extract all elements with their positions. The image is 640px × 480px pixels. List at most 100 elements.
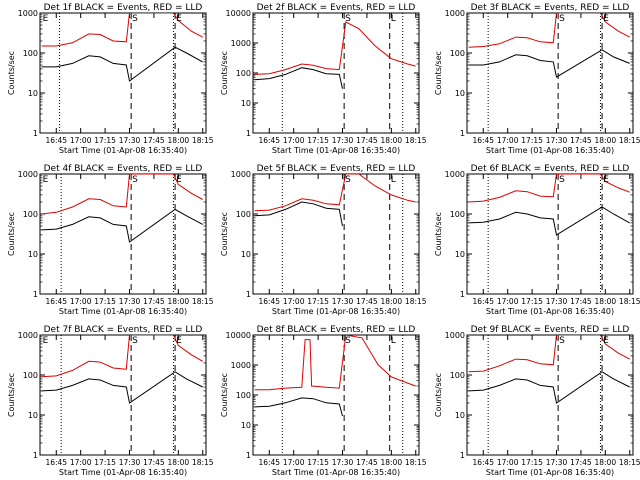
- x-tick-label: 17:30: [119, 458, 141, 467]
- lld-series-line: [468, 13, 630, 48]
- y-tick-label: 10: [241, 99, 251, 108]
- interval-marker-label: E: [603, 14, 609, 24]
- interval-marker-label: E: [43, 14, 49, 24]
- x-tick-label: 17:15: [307, 136, 329, 145]
- x-tick-label: 17:30: [332, 458, 354, 467]
- interval-marker-label: E: [176, 175, 182, 185]
- panel-title: Det 1f BLACK = Events, RED = LLD: [44, 3, 203, 13]
- detector-panel: Det 7f BLACK = Events, RED = LLD Counts/s…: [7, 325, 214, 477]
- x-tick-label: 17:00: [283, 458, 305, 467]
- y-tick-label: 1: [33, 451, 38, 460]
- plot-frame: [39, 173, 207, 295]
- x-tick-label: 16:45: [472, 458, 494, 467]
- x-tick-label: 17:30: [546, 458, 568, 467]
- lld-series-line: [468, 174, 630, 203]
- x-tick-label: 17:45: [356, 136, 378, 145]
- lld-series-line: [254, 174, 416, 212]
- x-axis-label: Start Time (01-Apr-08 16:35:40): [486, 468, 614, 477]
- x-tick-label: 17:45: [356, 458, 378, 467]
- x-axis-label: Start Time (01-Apr-08 16:35:40): [59, 468, 187, 477]
- y-tick-label: 10: [28, 89, 38, 98]
- interval-marker-label: S: [132, 336, 138, 346]
- y-tick-label: 1: [33, 290, 38, 299]
- x-tick-label: 17:30: [119, 136, 141, 145]
- x-tick-label: 16:45: [45, 458, 67, 467]
- x-tick-label: 17:00: [283, 297, 305, 306]
- x-tick-label: 16:45: [258, 136, 280, 145]
- interval-marker-label: E: [43, 336, 49, 346]
- detector-panel: Det 9f BLACK = Events, RED = LLD Counts/s…: [434, 325, 640, 477]
- y-tick-label: 1000: [231, 361, 251, 370]
- y-tick-label: 1000: [231, 170, 251, 179]
- x-tick-label: 17:45: [570, 297, 592, 306]
- panel-title: Det 8f BLACK = Events, RED = LLD: [257, 325, 416, 335]
- x-axis-label: Start Time (01-Apr-08 16:35:40): [59, 307, 187, 316]
- events-series-line: [254, 67, 343, 89]
- y-tick-label: 10: [455, 411, 465, 420]
- y-tick-label: 1000: [445, 170, 465, 179]
- plot-frame: [252, 334, 420, 456]
- detector-panel: Det 6f BLACK = Events, RED = LLD Counts/s…: [434, 164, 640, 316]
- x-tick-label: 17:00: [497, 458, 519, 467]
- x-tick-label: 18:15: [405, 458, 427, 467]
- events-series-line: [468, 206, 630, 236]
- x-axis-label: Start Time (01-Apr-08 16:35:40): [486, 146, 614, 155]
- detector-panel: Det 3f BLACK = Events, RED = LLD Counts/s…: [434, 3, 640, 155]
- x-tick-label: 18:00: [381, 297, 403, 306]
- y-tick-label: 1: [460, 129, 465, 138]
- y-tick-label: 10: [241, 250, 251, 259]
- x-tick-label: 17:00: [283, 136, 305, 145]
- x-tick-label: 18:00: [595, 458, 617, 467]
- x-tick-label: 17:00: [70, 458, 92, 467]
- x-tick-label: 18:15: [405, 297, 427, 306]
- plot-frame: [39, 12, 207, 134]
- x-tick-label: 18:00: [381, 136, 403, 145]
- x-tick-label: 18:00: [595, 136, 617, 145]
- interval-marker-label: S: [345, 14, 351, 24]
- x-tick-label: 17:45: [143, 136, 165, 145]
- detector-panel: Det 1f BLACK = Events, RED = LLD Counts/s…: [7, 3, 214, 155]
- x-tick-label: 16:45: [45, 136, 67, 145]
- x-tick-label: 18:15: [192, 297, 214, 306]
- y-tick-label: 1: [246, 451, 251, 460]
- x-tick-label: 17:45: [356, 297, 378, 306]
- x-tick-label: 17:15: [521, 136, 543, 145]
- detector-panel: Det 8f BLACK = Events, RED = LLD Counts/s…: [220, 325, 427, 477]
- events-series-line: [41, 46, 203, 82]
- y-tick-label: 1000: [445, 331, 465, 340]
- x-tick-label: 17:00: [70, 297, 92, 306]
- x-axis-label: Start Time (01-Apr-08 16:35:40): [59, 146, 187, 155]
- x-tick-label: 17:45: [570, 136, 592, 145]
- plot-frame: [39, 334, 207, 456]
- x-tick-label: 18:15: [192, 458, 214, 467]
- interval-marker-label: S: [132, 14, 138, 24]
- x-tick-label: 17:30: [546, 136, 568, 145]
- events-series-line: [254, 397, 343, 417]
- y-axis-label: Counts/sec: [220, 373, 229, 417]
- detector-panel: Det 2f BLACK = Events, RED = LLD Counts/s…: [220, 3, 427, 155]
- x-tick-label: 17:15: [521, 458, 543, 467]
- y-axis-label: Counts/sec: [220, 212, 229, 256]
- x-tick-label: 17:15: [94, 458, 116, 467]
- y-tick-label: 100: [236, 391, 251, 400]
- y-tick-label: 1: [246, 129, 251, 138]
- x-tick-label: 17:15: [307, 297, 329, 306]
- interval-marker-label: S: [559, 336, 565, 346]
- interval-marker-label: S: [559, 175, 565, 185]
- y-tick-label: 100: [450, 210, 465, 219]
- y-tick-label: 10: [455, 89, 465, 98]
- detector-panel: Det 4f BLACK = Events, RED = LLD Counts/s…: [7, 164, 214, 316]
- y-axis-label: Counts/sec: [434, 51, 443, 95]
- y-tick-label: 10000: [226, 9, 251, 18]
- plot-frame: [466, 334, 634, 456]
- x-tick-label: 16:45: [472, 297, 494, 306]
- x-tick-label: 17:30: [332, 297, 354, 306]
- lld-series-line: [41, 13, 203, 47]
- x-tick-label: 17:45: [143, 458, 165, 467]
- panel-title: Det 6f BLACK = Events, RED = LLD: [471, 164, 630, 174]
- y-axis-label: Counts/sec: [7, 373, 16, 417]
- y-axis-label: Counts/sec: [7, 51, 16, 95]
- interval-marker-label: L: [391, 175, 396, 185]
- plot-frame: [252, 173, 420, 295]
- x-tick-label: 16:45: [472, 136, 494, 145]
